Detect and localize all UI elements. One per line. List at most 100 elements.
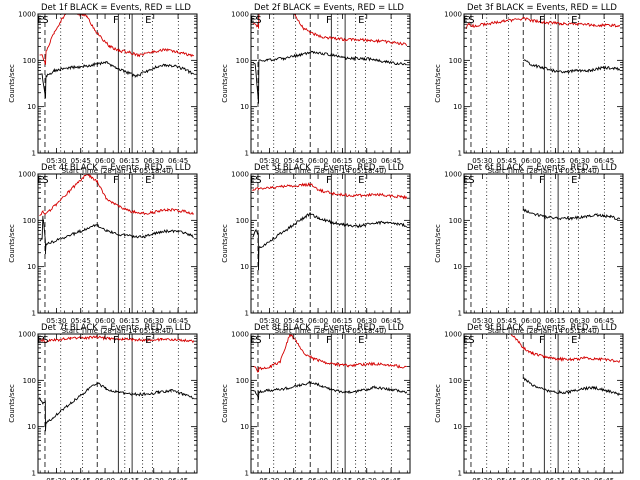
x-tick-label: 06:30 — [570, 477, 590, 480]
y-tick-label: 100 — [449, 377, 462, 385]
x-axis-label: Start Time (28-Jan-14 05:18:40) — [62, 167, 174, 175]
x-tick-label: 06:00 — [521, 157, 541, 165]
series-line-lld — [39, 174, 195, 217]
axis-box — [463, 13, 624, 154]
x-tick-label: 06:00 — [95, 317, 115, 325]
time-line-label: S — [255, 175, 261, 186]
series-line-events — [252, 380, 408, 400]
y-axis-label: Counts/sec — [434, 224, 442, 263]
y-tick-label: 1000 — [444, 331, 462, 339]
axis-box — [250, 333, 411, 474]
y-tick-label: 10 — [240, 263, 249, 271]
axis-box — [250, 13, 411, 154]
x-tick-label: 06:00 — [308, 477, 328, 480]
x-tick-label: 05:45 — [71, 157, 91, 165]
x-tick-label: 06:30 — [357, 317, 377, 325]
time-line-label: S — [468, 335, 474, 346]
x-tick-label: 06:15 — [332, 317, 352, 325]
x-tick-label: 06:30 — [144, 477, 164, 480]
x-tick-label: 06:15 — [545, 477, 565, 480]
x-tick-label: 06:30 — [570, 317, 590, 325]
panel-title: Det 9f BLACK = Events, RED = LLD — [467, 323, 617, 333]
panel-title: Det 6f BLACK = Events, RED = LLD — [467, 163, 617, 173]
x-axis-label: Start Time (28-Jan-14 05:18:40) — [62, 327, 174, 335]
time-line-label: F — [113, 335, 119, 346]
x-tick-label: 06:00 — [95, 477, 115, 480]
y-axis-label: Counts/sec — [434, 384, 442, 423]
time-line-label: S — [42, 335, 48, 346]
x-tick-label: 05:30 — [259, 317, 279, 325]
x-axis-label: Start Time (28-Jan-14 05:18:40) — [275, 327, 387, 335]
axis-box — [463, 333, 624, 474]
time-line-label: E — [37, 175, 43, 186]
x-tick-label: 05:45 — [497, 157, 517, 165]
y-tick-label: 10 — [453, 103, 462, 111]
series-line-events — [252, 212, 408, 271]
y-axis-label: Counts/sec — [221, 64, 229, 103]
x-tick-label: 06:45 — [381, 477, 401, 480]
y-tick-label: 100 — [23, 57, 36, 65]
x-tick-label: 06:30 — [357, 157, 377, 165]
time-line-label: E — [571, 175, 577, 186]
x-tick-label: 06:45 — [168, 157, 188, 165]
y-tick-label: 10 — [453, 263, 462, 271]
x-tick-label: 06:00 — [521, 477, 541, 480]
y-tick-label: 100 — [449, 57, 462, 65]
axis-box — [463, 173, 624, 314]
time-line-label: E — [145, 335, 151, 346]
y-axis-label: Counts/sec — [8, 384, 16, 423]
x-tick-label: 06:30 — [570, 157, 590, 165]
y-tick-label: 10 — [240, 423, 249, 431]
series-line-lld — [252, 182, 408, 200]
y-tick-label: 1 — [32, 470, 36, 478]
y-tick-label: 1000 — [231, 11, 249, 19]
time-line-label: E — [358, 15, 364, 26]
x-tick-label: 06:00 — [308, 317, 328, 325]
time-line-label: F — [539, 15, 545, 26]
x-tick-label: 06:30 — [144, 317, 164, 325]
x-tick-label: 06:15 — [119, 317, 139, 325]
series-line-events — [39, 215, 194, 255]
x-tick-label: 06:00 — [521, 317, 541, 325]
x-tick-label: 06:15 — [545, 157, 565, 165]
y-tick-label: 1000 — [18, 11, 36, 19]
time-line-label: E — [463, 335, 469, 346]
time-line-label: E — [250, 335, 256, 346]
series-line-events — [523, 208, 621, 221]
x-tick-label: 06:45 — [381, 317, 401, 325]
y-tick-label: 1000 — [444, 11, 462, 19]
axis-box — [37, 333, 198, 474]
y-tick-label: 100 — [23, 377, 36, 385]
series-line-lld — [252, 14, 408, 47]
x-tick-label: 06:45 — [381, 157, 401, 165]
panel-title: Det 1f BLACK = Events, RED = LLD — [41, 3, 191, 13]
y-tick-label: 10 — [240, 103, 249, 111]
time-line-label: E — [250, 175, 256, 186]
time-line-label: E — [571, 335, 577, 346]
time-line-label: S — [468, 175, 474, 186]
series-line-events — [523, 59, 621, 74]
x-tick-label: 06:30 — [357, 477, 377, 480]
panel-title: Det 5f BLACK = Events, RED = LLD — [254, 163, 404, 173]
time-line-label: F — [326, 335, 332, 346]
time-line-label: F — [539, 175, 545, 186]
x-tick-label: 05:45 — [71, 317, 91, 325]
y-tick-label: 10 — [27, 263, 36, 271]
series-line-lld — [39, 334, 195, 344]
y-tick-label: 1000 — [444, 171, 462, 179]
x-tick-label: 06:30 — [144, 157, 164, 165]
y-tick-label: 1 — [245, 470, 249, 478]
x-tick-label: 05:30 — [259, 477, 279, 480]
x-tick-label: 05:30 — [472, 317, 492, 325]
y-tick-label: 10 — [27, 103, 36, 111]
time-line-label: S — [468, 15, 474, 26]
y-axis-label: Counts/sec — [8, 64, 16, 103]
time-line-label: S — [255, 335, 261, 346]
y-tick-label: 100 — [449, 217, 462, 225]
